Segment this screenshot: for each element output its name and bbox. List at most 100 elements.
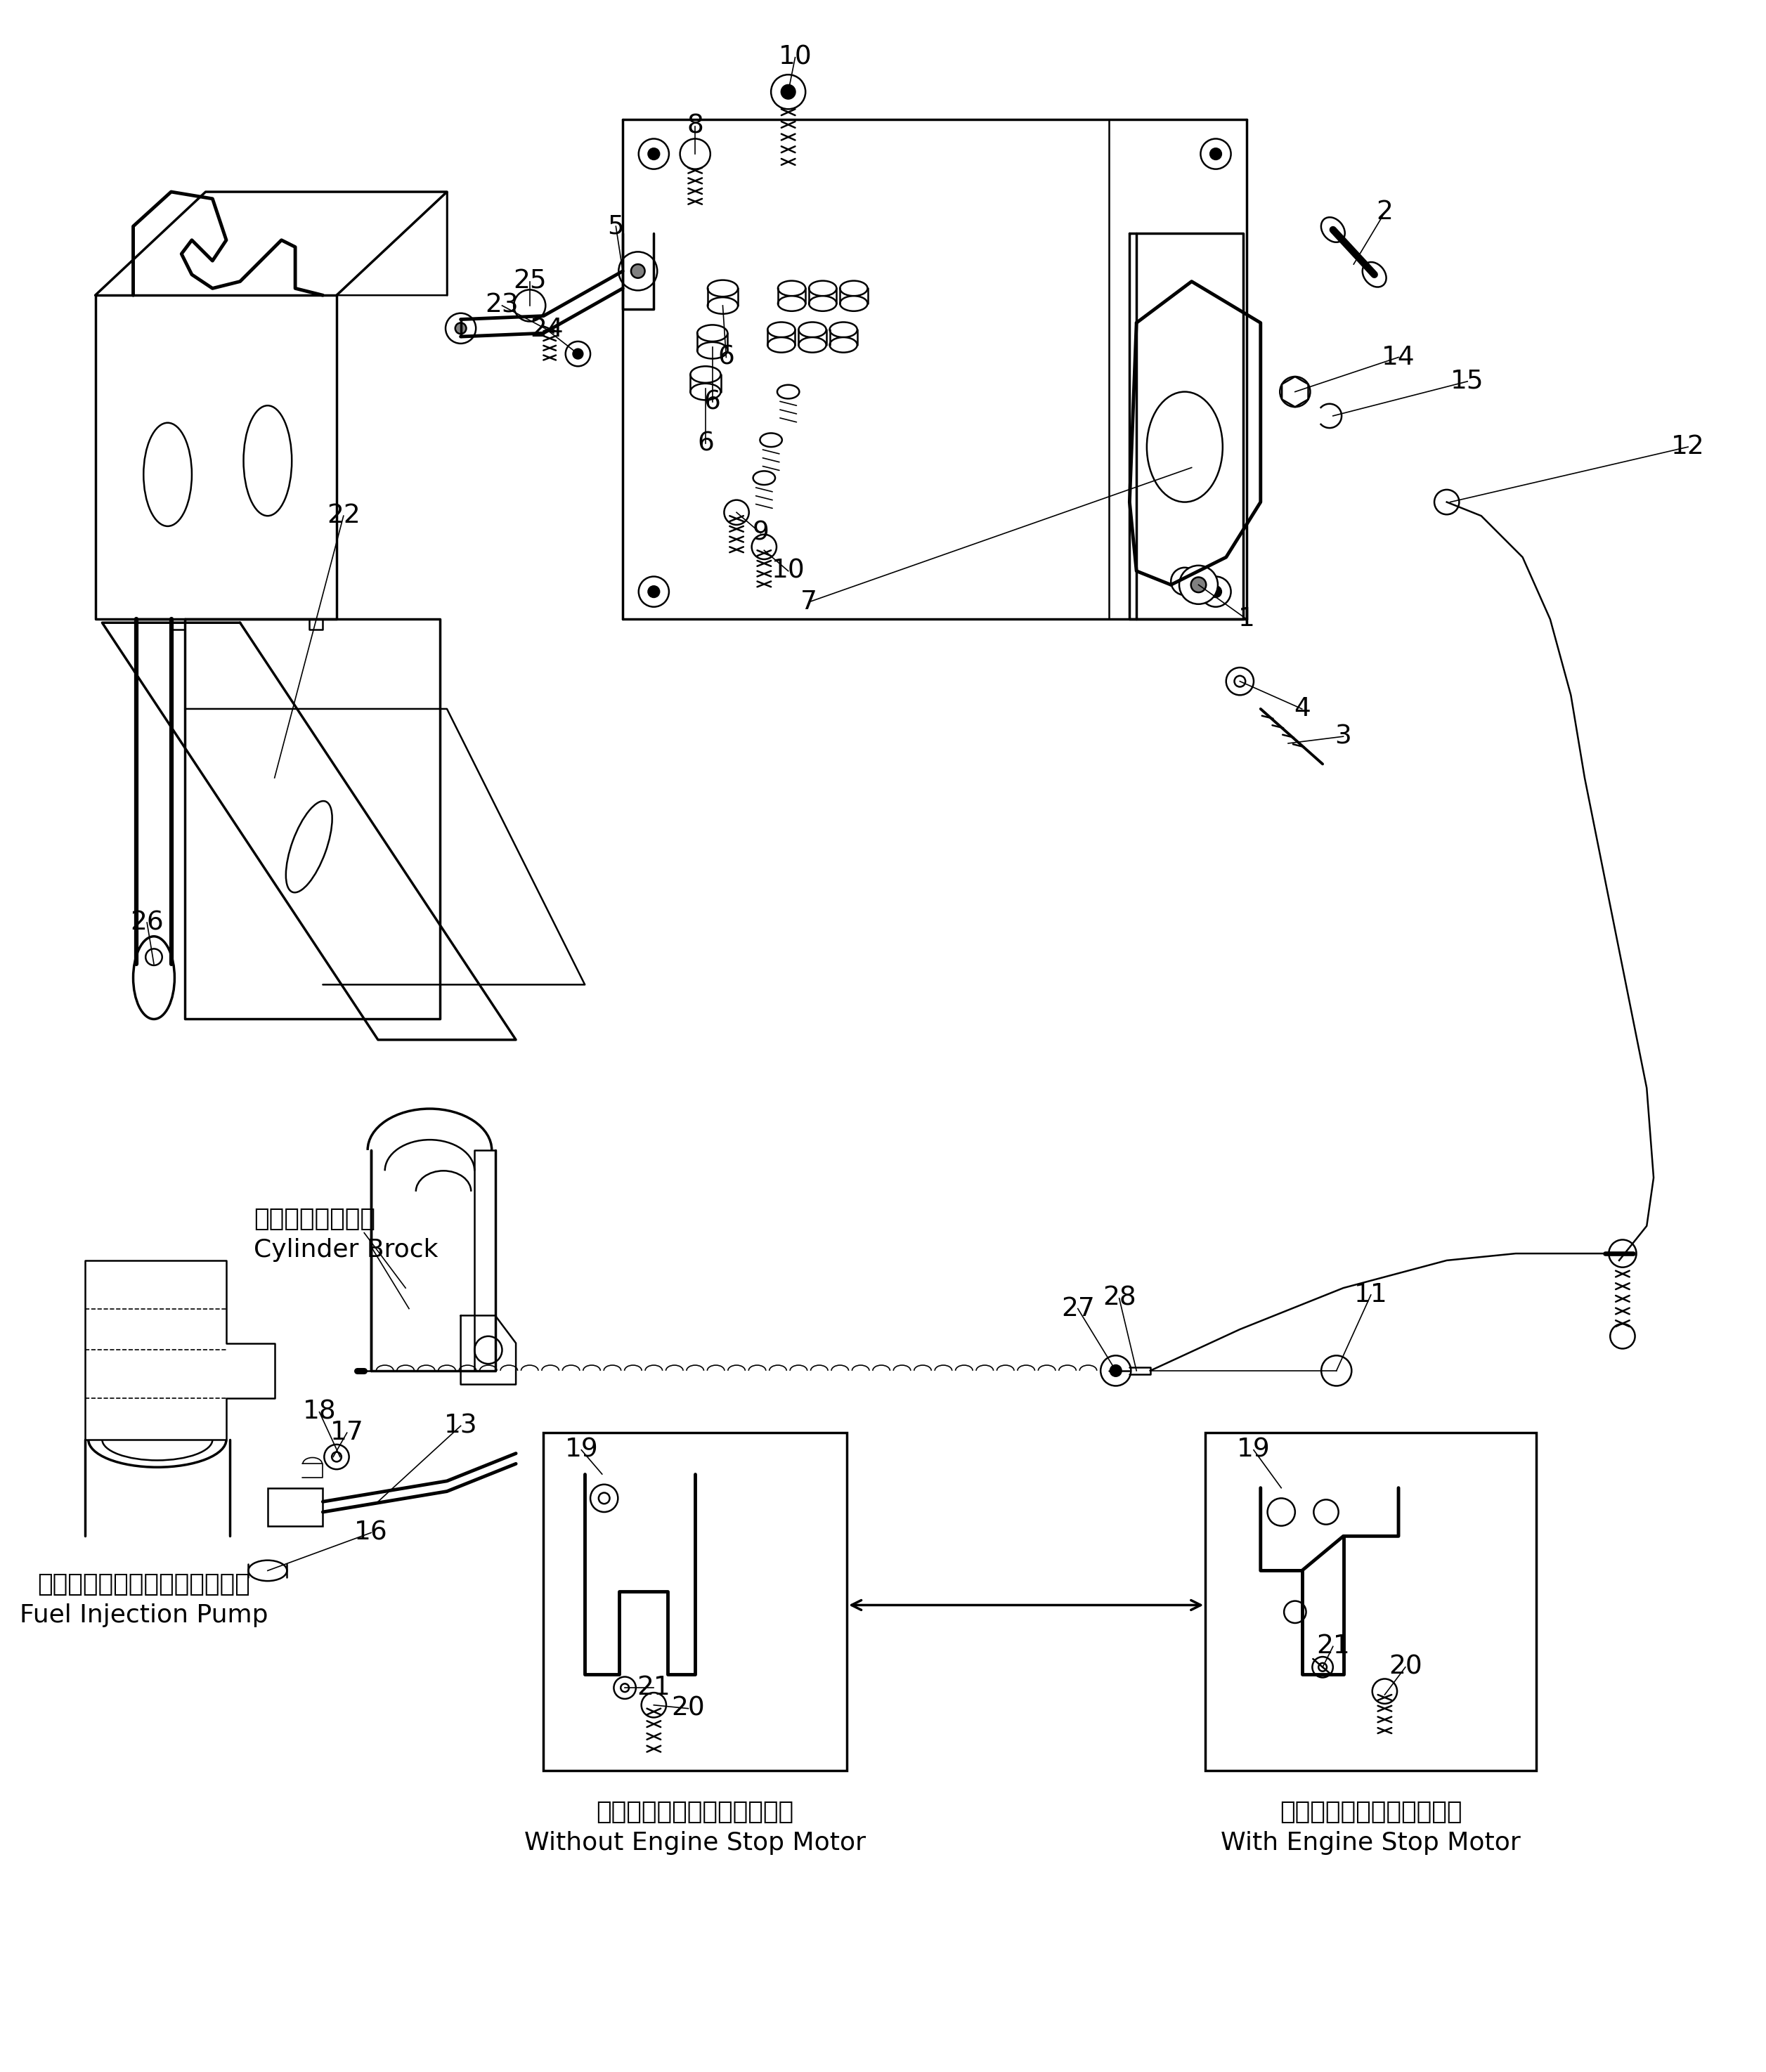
Text: 6: 6 xyxy=(698,431,713,456)
Circle shape xyxy=(1611,1324,1635,1349)
Text: 18: 18 xyxy=(302,1399,336,1426)
Circle shape xyxy=(590,1484,618,1513)
Text: 5: 5 xyxy=(608,213,623,238)
Bar xyxy=(544,1432,848,1772)
Ellipse shape xyxy=(143,423,192,526)
Circle shape xyxy=(514,290,546,321)
Text: 11: 11 xyxy=(1355,1283,1388,1307)
Text: 6: 6 xyxy=(705,390,721,414)
Text: 28: 28 xyxy=(1102,1285,1136,1312)
Ellipse shape xyxy=(691,367,721,383)
Circle shape xyxy=(1226,667,1254,694)
Ellipse shape xyxy=(708,280,738,296)
Bar xyxy=(1206,1432,1536,1772)
Ellipse shape xyxy=(759,433,782,448)
Circle shape xyxy=(1190,578,1206,593)
Circle shape xyxy=(1434,489,1459,514)
Text: 17: 17 xyxy=(330,1419,364,1446)
Circle shape xyxy=(445,313,475,344)
Circle shape xyxy=(1210,586,1222,597)
Circle shape xyxy=(1314,1500,1339,1525)
Text: 20: 20 xyxy=(671,1695,705,1722)
Circle shape xyxy=(648,586,659,597)
Circle shape xyxy=(615,1676,636,1699)
Circle shape xyxy=(1268,1498,1294,1525)
Circle shape xyxy=(639,139,669,170)
Circle shape xyxy=(620,1685,629,1693)
Text: Cylinder Brock: Cylinder Brock xyxy=(254,1239,438,1262)
Circle shape xyxy=(1234,675,1245,686)
Circle shape xyxy=(325,1444,350,1469)
Text: 9: 9 xyxy=(752,520,768,545)
Circle shape xyxy=(1609,1239,1637,1268)
Ellipse shape xyxy=(691,383,721,400)
Text: 3: 3 xyxy=(1335,723,1351,750)
Circle shape xyxy=(1171,568,1199,595)
Circle shape xyxy=(648,149,659,160)
Circle shape xyxy=(475,1336,502,1363)
Text: 27: 27 xyxy=(1061,1295,1095,1322)
Ellipse shape xyxy=(777,385,800,398)
Circle shape xyxy=(1321,1355,1351,1386)
Ellipse shape xyxy=(698,342,728,358)
Bar xyxy=(268,1488,323,1525)
Circle shape xyxy=(1319,1664,1326,1672)
Ellipse shape xyxy=(830,321,857,338)
Text: 25: 25 xyxy=(512,269,546,294)
Text: 15: 15 xyxy=(1450,369,1483,394)
Ellipse shape xyxy=(841,282,867,296)
Text: 19: 19 xyxy=(565,1438,599,1463)
Circle shape xyxy=(1180,566,1219,605)
Text: 24: 24 xyxy=(530,317,563,342)
Ellipse shape xyxy=(777,282,805,296)
Text: 10: 10 xyxy=(772,557,805,584)
Text: 22: 22 xyxy=(327,503,360,528)
Ellipse shape xyxy=(841,296,867,311)
Circle shape xyxy=(599,1492,609,1504)
Text: 19: 19 xyxy=(1236,1438,1270,1463)
Text: 23: 23 xyxy=(486,292,519,319)
Ellipse shape xyxy=(244,406,291,516)
Circle shape xyxy=(456,323,466,334)
Circle shape xyxy=(1100,1355,1130,1386)
Ellipse shape xyxy=(798,321,826,338)
Ellipse shape xyxy=(809,296,837,311)
Text: 6: 6 xyxy=(717,344,735,371)
Ellipse shape xyxy=(830,338,857,352)
Circle shape xyxy=(574,348,583,358)
Text: With Engine Stop Motor: With Engine Stop Motor xyxy=(1220,1832,1521,1854)
Text: 4: 4 xyxy=(1294,696,1310,721)
Text: 14: 14 xyxy=(1381,344,1415,371)
Circle shape xyxy=(1284,1602,1307,1622)
Ellipse shape xyxy=(698,325,728,342)
Circle shape xyxy=(641,1693,666,1718)
Text: エンジンストップモータなし: エンジンストップモータなし xyxy=(597,1801,795,1823)
Circle shape xyxy=(630,265,645,278)
Ellipse shape xyxy=(1321,218,1346,242)
Ellipse shape xyxy=(777,296,805,311)
Circle shape xyxy=(772,75,805,110)
Circle shape xyxy=(1201,576,1231,607)
Ellipse shape xyxy=(768,321,795,338)
Circle shape xyxy=(1280,377,1310,406)
Circle shape xyxy=(781,85,795,99)
Circle shape xyxy=(752,535,777,559)
Text: 21: 21 xyxy=(638,1674,671,1701)
Ellipse shape xyxy=(1362,261,1386,288)
Text: エンジンストップモータ付: エンジンストップモータ付 xyxy=(1280,1801,1462,1823)
Circle shape xyxy=(639,576,669,607)
Circle shape xyxy=(680,139,710,170)
Text: 21: 21 xyxy=(1316,1635,1349,1660)
Ellipse shape xyxy=(249,1560,286,1581)
Text: 2: 2 xyxy=(1376,199,1393,226)
Ellipse shape xyxy=(768,338,795,352)
Ellipse shape xyxy=(1146,392,1222,501)
Text: 7: 7 xyxy=(800,588,818,615)
Circle shape xyxy=(618,253,657,290)
Text: 26: 26 xyxy=(131,910,164,934)
Text: 10: 10 xyxy=(779,46,812,70)
Text: 8: 8 xyxy=(687,114,703,139)
Ellipse shape xyxy=(809,282,837,296)
Circle shape xyxy=(1312,1658,1333,1678)
Circle shape xyxy=(1372,1678,1397,1703)
